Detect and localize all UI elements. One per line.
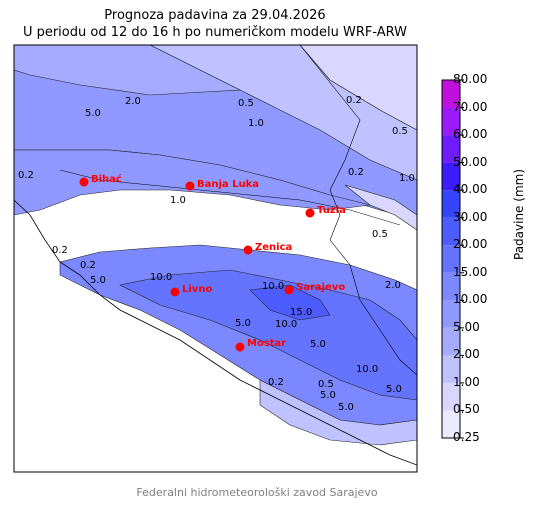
precip-band-max — [249, 284, 331, 321]
colorbar-segment — [442, 382, 460, 411]
colorbar-segment — [442, 80, 460, 108]
contour-label: 5.0 — [338, 402, 354, 413]
contour-label: 0.2 — [18, 170, 34, 181]
city-label-zenica: Zenica — [255, 242, 292, 253]
coastline — [14, 199, 417, 466]
precip-band-south — [259, 379, 417, 446]
colorbar-segment — [442, 135, 460, 163]
contour-label: 0.2 — [52, 245, 68, 256]
contour-label: 1.0 — [248, 118, 264, 129]
contour-label: 2.0 — [125, 96, 141, 107]
city-label-banja-luka: Banja Luka — [197, 179, 259, 190]
colorbar-tick-label: 20.00 — [453, 237, 488, 252]
contour-label: 1.0 — [170, 195, 186, 206]
contour-label: 0.2 — [80, 260, 96, 271]
contour-label: 10.0 — [275, 319, 297, 330]
contour-label: 15.0 — [290, 307, 312, 318]
colorbar-tick-label: 40.00 — [453, 182, 488, 197]
contour-label: 10.0 — [262, 281, 284, 292]
colorbar-tick-label: 2.00 — [453, 347, 480, 362]
colorbar-segment — [442, 300, 460, 328]
colorbar-frame — [441, 79, 461, 439]
colorbar-segment — [442, 162, 460, 191]
contour-label: 0.5 — [392, 126, 408, 137]
colorbar-label: Padavine (mm) — [512, 168, 526, 260]
border-line — [299, 45, 417, 376]
colorbar — [441, 79, 464, 439]
city-marker-sarajevo[interactable] — [284, 285, 294, 295]
colorbar-segment — [442, 217, 460, 246]
colorbar-tick-label: 50.00 — [453, 154, 488, 169]
colorbar-segment — [442, 327, 460, 356]
colorbar-tick-label: 80.00 — [453, 72, 488, 86]
contour-label: 0.2 — [346, 95, 362, 106]
map-title: Prognoza padavina za 29.04.2026 — [104, 8, 326, 23]
contour-label: 2.0 — [385, 280, 401, 291]
contour-label: 5.0 — [90, 275, 106, 286]
contour-label: 0.5 — [238, 98, 254, 109]
city-marker-bihac[interactable] — [79, 177, 89, 187]
contour-label: 5.0 — [310, 339, 326, 350]
city-label-sarajevo: Sarajevo — [296, 282, 345, 293]
precip-band-upper — [14, 45, 242, 96]
colorbar-segment — [442, 245, 460, 273]
colorbar-tick-label: 0.25 — [453, 430, 480, 444]
colorbar-tick-label: 15.00 — [453, 264, 488, 279]
precip-band-outer — [299, 45, 417, 131]
colorbar-tick-label: 5.00 — [453, 319, 480, 334]
credit-text: Federalni hidrometeorološki zavod Saraje… — [136, 486, 378, 499]
colorbar-tick-label: 30.00 — [453, 209, 488, 224]
map-frame — [13, 44, 418, 473]
contour-label: 5.0 — [320, 390, 336, 401]
colorbar-segment — [442, 190, 460, 218]
city-label-tuzla: Tuzla — [317, 205, 346, 216]
city-label-mostar: Mostar — [247, 338, 286, 349]
contour-label: 0.5 — [318, 379, 334, 390]
contour-label: 5.0 — [386, 384, 402, 395]
city-label-bihac: Bihać — [91, 173, 122, 185]
colorbar-segment — [442, 272, 460, 301]
contour-label: 0.2 — [348, 167, 364, 178]
colorbar-tick-label: 10.00 — [453, 292, 488, 307]
contour-label: 10.0 — [356, 364, 378, 375]
river-line — [59, 169, 401, 226]
colorbar-tick-label: 1.00 — [453, 374, 480, 389]
city-marker-tuzla[interactable] — [305, 208, 315, 218]
map-area — [14, 45, 417, 472]
city-marker-mostar[interactable] — [235, 342, 245, 352]
contour-label: 10.0 — [150, 272, 172, 283]
contour-label: 5.0 — [85, 108, 101, 119]
colorbar-tick-label: 60.00 — [453, 127, 488, 142]
contour-label: 0.2 — [268, 377, 284, 388]
city-marker-banja-luka[interactable] — [185, 181, 195, 191]
city-label-livno: Livno — [182, 284, 212, 295]
contour-labels: 2.0 5.0 0.5 1.0 0.2 0.5 1.0 1.0 10.0 5.0… — [18, 95, 415, 413]
city-marker-livno[interactable] — [170, 287, 180, 297]
contour-label: 1.0 — [399, 173, 415, 184]
map-subtitle: U periodu od 12 do 16 h po numeričkom mo… — [22, 25, 408, 40]
colorbar-tick-label: 0.50 — [453, 402, 480, 417]
colorbar-segment — [442, 410, 460, 438]
city-marker-zenica[interactable] — [243, 245, 253, 255]
colorbar-segment — [442, 355, 460, 383]
colorbar-segment — [442, 107, 460, 136]
contour-label: 5.0 — [235, 318, 251, 329]
contour-label: 0.5 — [372, 229, 388, 240]
colorbar-tick-label: 70.00 — [453, 99, 488, 114]
precip-band-core — [119, 269, 417, 401]
city-markers: Bihać Banja Luka Tuzla Zenica Livno Sara… — [79, 173, 346, 352]
precip-band-edge — [344, 184, 417, 231]
